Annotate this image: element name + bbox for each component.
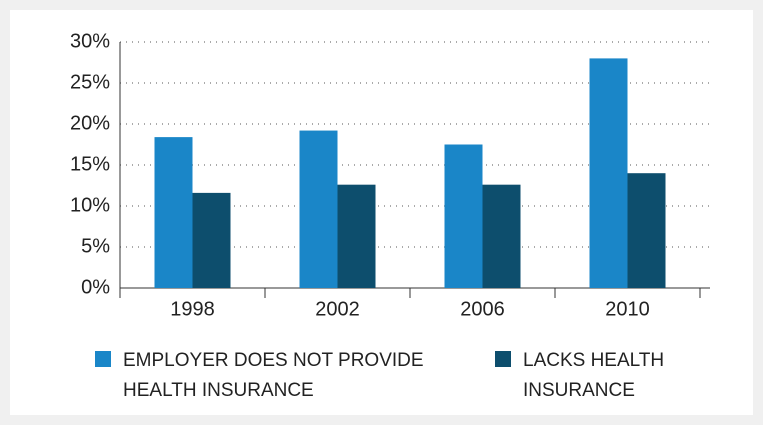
- x-tick-label: 1998: [170, 298, 215, 320]
- bar: [192, 192, 231, 288]
- bar: [589, 58, 628, 289]
- legend-swatch: [495, 351, 511, 367]
- y-tick-label: 5%: [81, 235, 110, 257]
- legend-item: EMPLOYER DOES NOT PROVIDE HEALTH INSURAN…: [95, 346, 478, 406]
- y-tick-label: 20%: [70, 112, 110, 134]
- y-tick-label: 25%: [70, 71, 110, 93]
- bar: [444, 144, 483, 288]
- x-tick-label: 2002: [315, 298, 360, 320]
- y-tick-label: 10%: [70, 194, 110, 216]
- bar: [337, 184, 376, 288]
- x-tick-label: 2006: [460, 298, 505, 320]
- x-tick-label: 2010: [605, 298, 650, 320]
- y-tick-label: 15%: [70, 153, 110, 175]
- y-tick-label: 30%: [70, 30, 110, 52]
- bar: [482, 184, 521, 288]
- y-tick-label: 0%: [81, 276, 110, 298]
- legend-swatch: [95, 351, 111, 367]
- bar: [627, 173, 666, 288]
- legend-item: LACKS HEALTH INSURANCE: [495, 346, 688, 406]
- legend-label: EMPLOYER DOES NOT PROVIDE HEALTH INSURAN…: [123, 350, 424, 401]
- bar: [299, 130, 338, 288]
- legend-label: LACKS HEALTH INSURANCE: [523, 350, 665, 401]
- bar: [154, 137, 193, 288]
